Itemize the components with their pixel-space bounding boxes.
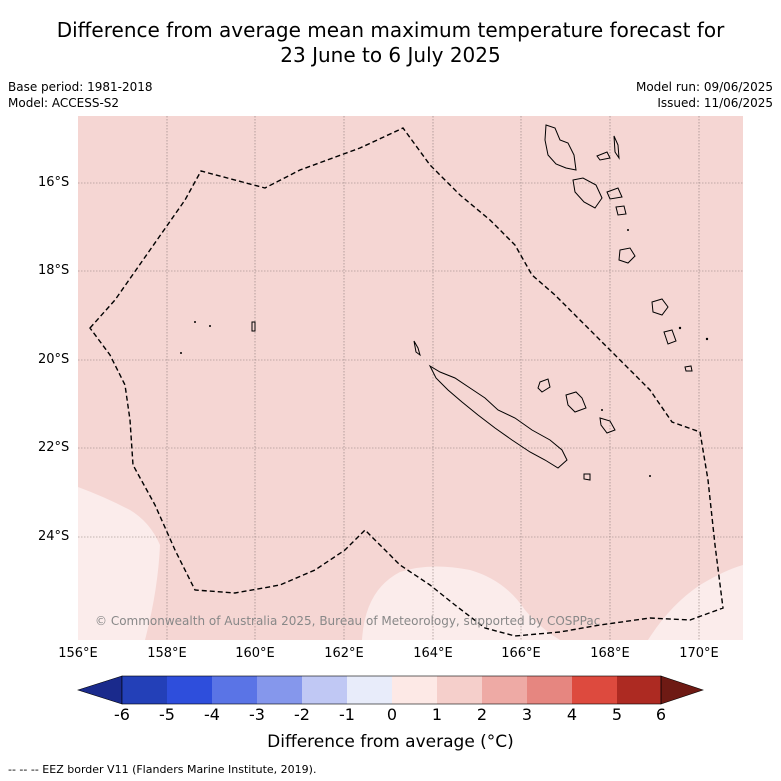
colorbar [77, 675, 704, 705]
colorbar-extend-high [660, 675, 704, 705]
lon-label-164e: 164°E [413, 646, 453, 661]
islet-dot-2 [209, 325, 211, 327]
title-line-2: 23 June to 6 July 2025 [280, 43, 501, 67]
colorbar-tick-neg6: -6 [114, 705, 130, 724]
lon-label-158e: 158°E [147, 646, 187, 661]
lon-label-170e: 170°E [679, 646, 719, 661]
colorbar-tick-4: 4 [566, 705, 578, 724]
colorbar-extend-low [77, 675, 123, 705]
vanuatu-shepherds [615, 205, 627, 216]
lat-label-24s: 24°S [38, 529, 70, 544]
light-region-south [362, 566, 560, 640]
meta-right: Model run: 09/06/2025 Issued: 11/06/2025 [636, 79, 773, 111]
model-name: Model: ACCESS-S2 [8, 96, 120, 110]
colorbar-bin-1-2 [437, 676, 482, 704]
loyalty-islands-1 [537, 378, 551, 393]
meta-left: Base period: 1981-2018 Model: ACCESS-S2 [8, 79, 153, 111]
lon-label-162e: 162°E [324, 646, 364, 661]
gridlines [78, 116, 743, 640]
lon-label-160e: 160°E [235, 646, 275, 661]
lat-label-18s: 18°S [38, 263, 70, 278]
vanuatu-tanna [663, 329, 677, 345]
islet-dot-7 [601, 409, 603, 411]
islet-dot-5 [705, 337, 709, 341]
lon-label-168e: 168°E [590, 646, 630, 661]
coastlines [251, 124, 693, 481]
small-islets [180, 229, 709, 477]
model-run: Model run: 09/06/2025 [635, 80, 773, 94]
vanuatu-maewo [613, 135, 620, 160]
colorbar-outline [121, 675, 662, 705]
vanuatu-epi [606, 187, 623, 200]
colorbar-bin-4-5 [572, 676, 617, 704]
vanuatu-erromango [651, 298, 669, 316]
lon-label-166e: 166°E [501, 646, 541, 661]
eez-border [89, 127, 724, 637]
reef-islet-1 [251, 321, 256, 332]
vanuatu-espiritu-santo [544, 124, 577, 171]
lat-label-16s: 16°S [38, 175, 70, 190]
eez-legend-note: -- -- -- EEZ border V11 (Flanders Marine… [8, 763, 317, 776]
colorbar-bin-2-3 [482, 676, 527, 704]
colorbar-tick-0: 0 [386, 705, 398, 724]
colorbar-bin-3-4 [527, 676, 572, 704]
lon-label-156e: 156°E [58, 646, 98, 661]
colorbar-bin-neg5-neg4 [167, 676, 212, 704]
colorbar-tick-neg1: -1 [339, 705, 355, 724]
colorbar-bin-neg3-neg2 [257, 676, 302, 704]
loyalty-islands-2 [565, 391, 587, 413]
colorbar-bin-neg4-neg3 [212, 676, 257, 704]
base-period: Base period: 1981-2018 [8, 80, 153, 94]
colorbar-bin-5-6 [617, 676, 661, 704]
colorbar-tick-1: 1 [431, 705, 443, 724]
copyright-note: © Commonwealth of Australia 2025, Bureau… [95, 614, 601, 628]
islet-dot-4 [649, 475, 651, 477]
colorbar-tick-6: 6 [655, 705, 667, 724]
colorbar-bin-neg6-neg5 [122, 676, 167, 704]
colorbar-tick-neg4: -4 [204, 705, 220, 724]
vanuatu-aneityum [684, 365, 693, 372]
colorbar-tick-3: 3 [521, 705, 533, 724]
map-background [78, 116, 743, 640]
title-line-1: Difference from average mean maximum tem… [56, 18, 725, 42]
colorbar-tick-neg3: -3 [249, 705, 265, 724]
vanuatu-malekula [572, 177, 603, 209]
colorbar-tick-neg5: -5 [159, 705, 175, 724]
colorbar-tick-2: 2 [476, 705, 488, 724]
colorbar-bin-neg1-0 [347, 676, 392, 704]
light-region-southwest [78, 487, 160, 640]
lat-label-22s: 22°S [38, 440, 70, 455]
islet-dot-8 [627, 229, 629, 231]
colorbar-bin-0-1 [392, 676, 437, 704]
islet-dot-1 [194, 321, 196, 323]
loyalty-islands-3 [599, 417, 616, 434]
colorbar-tick-5: 5 [611, 705, 623, 724]
vanuatu-efate [618, 247, 636, 264]
map-title: Difference from average mean maximum tem… [0, 18, 781, 68]
vanuatu-ambae [596, 151, 611, 161]
new-caledonia-island [428, 364, 568, 469]
islet-dot-3 [180, 352, 182, 354]
issued-date: Issued: 11/06/2025 [657, 96, 773, 110]
islet-dot-6 [678, 326, 682, 330]
chesterfield-islets [413, 340, 421, 357]
colorbar-bin-neg2-neg1 [302, 676, 347, 704]
colorbar-label: Difference from average (°C) [267, 732, 514, 752]
isle-of-pines [583, 473, 591, 481]
colorbar-tick-neg2: -2 [294, 705, 310, 724]
lat-label-20s: 20°S [38, 352, 70, 367]
